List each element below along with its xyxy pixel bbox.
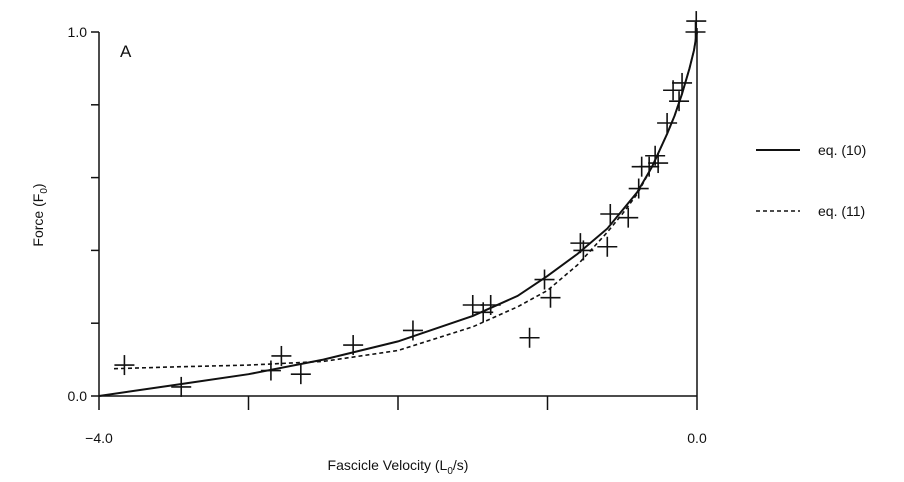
- data-point: [600, 204, 621, 224]
- x-tick-label: −4.0: [85, 430, 113, 446]
- data-point: [573, 240, 594, 261]
- data-point: [260, 360, 281, 381]
- data-point: [672, 72, 693, 93]
- data-point: [618, 207, 639, 228]
- data-point: [462, 295, 483, 315]
- data-point: [540, 287, 561, 308]
- y-tick-label: 0.0: [68, 388, 88, 404]
- data-point: [519, 327, 540, 348]
- data-point: [639, 156, 660, 177]
- data-point: [686, 11, 707, 32]
- panel-label: A: [120, 42, 132, 61]
- data-point: [669, 91, 690, 112]
- legend-label-eq10: eq. (10): [818, 142, 866, 158]
- data-points: [114, 11, 707, 397]
- data-point: [271, 345, 292, 366]
- legend: eq. (10) eq. (11): [756, 142, 866, 219]
- data-point: [114, 355, 135, 376]
- ticks: 0.0 1.0 −4.0 0.0: [68, 24, 707, 446]
- y-axis-title: Force (F0): [30, 183, 50, 246]
- data-point: [171, 376, 192, 397]
- data-point: [597, 236, 618, 257]
- legend-item-eq11: eq. (11): [756, 203, 865, 219]
- data-point: [402, 320, 423, 341]
- data-point: [290, 364, 311, 385]
- data-point: [343, 335, 364, 356]
- data-point: [534, 269, 555, 290]
- data-point: [648, 153, 669, 174]
- legend-label-eq11: eq. (11): [818, 203, 865, 219]
- legend-item-eq10: eq. (10): [756, 142, 866, 158]
- y-tick-label: 1.0: [68, 24, 88, 40]
- series-line-eq11: [113, 31, 698, 370]
- data-point: [480, 295, 501, 315]
- x-axis-title: Fascicle Velocity (L0/s): [328, 457, 469, 477]
- model-curves: [98, 31, 698, 397]
- data-point: [657, 113, 678, 133]
- data-point: [628, 178, 649, 199]
- x-tick-label: 0.0: [687, 430, 707, 446]
